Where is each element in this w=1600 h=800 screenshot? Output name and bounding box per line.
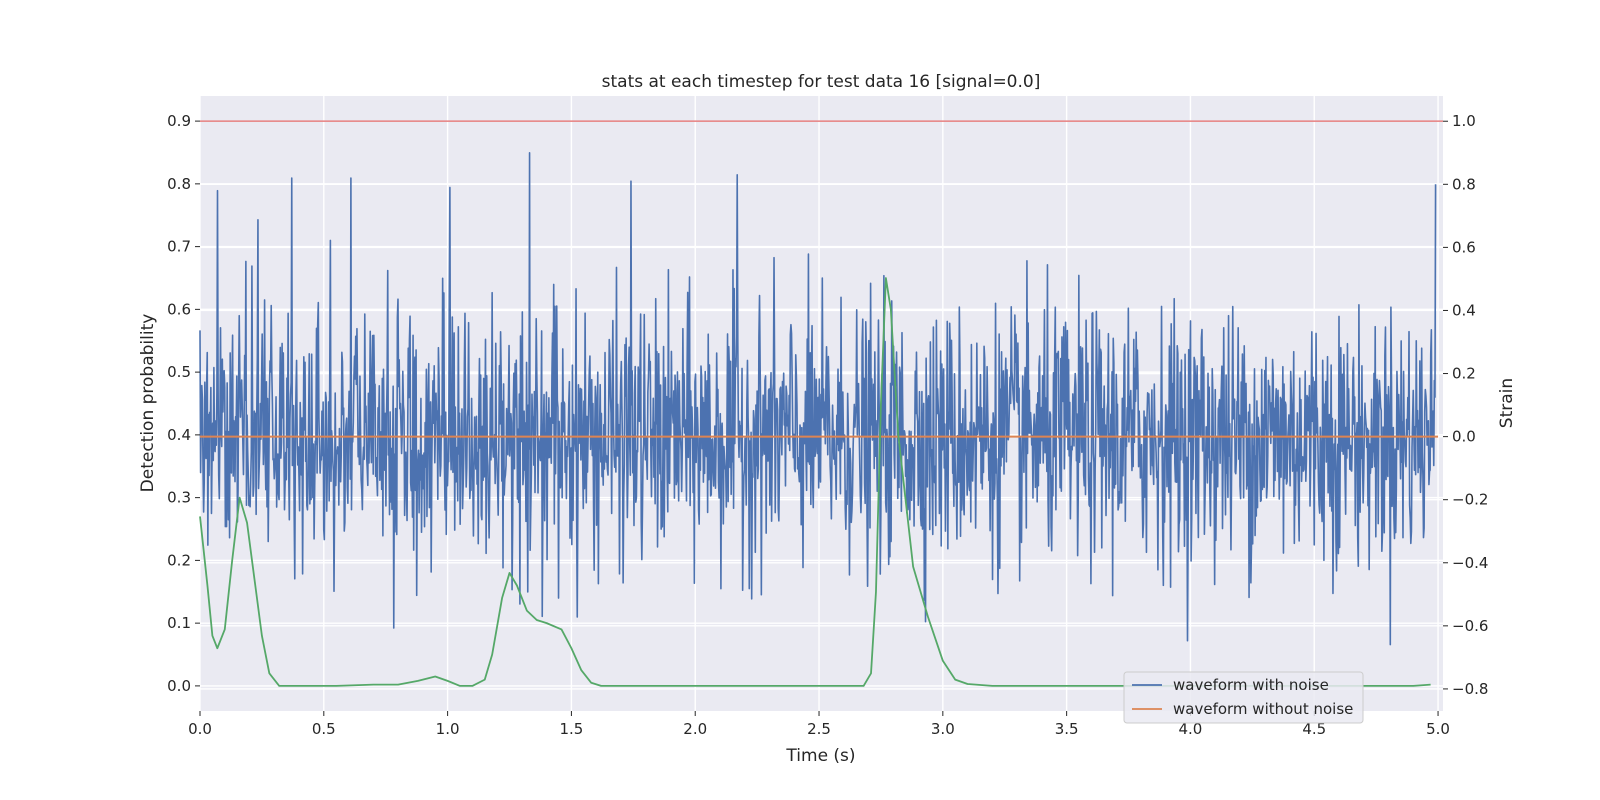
series-layer — [199, 120, 1443, 687]
x-tick-label: 0.5 — [312, 720, 336, 738]
y-left-tick-label: 0.0 — [167, 677, 191, 695]
y-right-tick-label: 0.6 — [1452, 238, 1476, 256]
y-right-tick-label: 0.2 — [1452, 365, 1476, 383]
y-right-tick-label: 0.4 — [1452, 301, 1476, 319]
x-tick-label: 2.5 — [807, 720, 831, 738]
y-axis-right-label: Strain — [1497, 378, 1517, 428]
x-tick-label: 5.0 — [1426, 720, 1450, 738]
y-left-tick-label: 0.5 — [167, 363, 191, 381]
x-axis-label: Time (s) — [785, 746, 855, 766]
y-right-tick-layer: 1.0 0.8 0.6 0.4 0.2 0.0 −0.2 −0.4 −0.6 −0.8 — [1443, 112, 1488, 698]
y-right-tick-label: 1.0 — [1452, 112, 1476, 130]
legend-box — [1123, 671, 1364, 724]
y-right-tick-label: −0.2 — [1452, 491, 1488, 509]
x-tick-layer: 0.0 0.5 1.0 1.5 2.0 2.5 3.0 3.5 4.0 4.5 5.0 — [188, 711, 1450, 738]
y-left-tick-label: 0.8 — [167, 175, 191, 193]
x-tick-label: 4.5 — [1302, 720, 1326, 738]
y-left-tick-label: 0.2 — [167, 551, 191, 569]
y-left-tick-label: 0.6 — [167, 300, 191, 318]
series-waveform-with-noise — [199, 151, 1437, 646]
x-tick-label: 1.5 — [559, 720, 583, 738]
y-right-tick-label: 0.8 — [1452, 175, 1476, 193]
x-tick-label: 3.0 — [931, 720, 955, 738]
y-left-tick-label: 0.9 — [167, 112, 191, 130]
legend-label-waveform-without-noise: waveform without noise — [1173, 700, 1353, 718]
y-right-tick-label: −0.8 — [1452, 680, 1488, 698]
chart-title: stats at each timestep for test data 16 … — [602, 72, 1041, 92]
legend-label-waveform-with-noise: waveform with noise — [1173, 676, 1329, 694]
y-left-tick-label: 0.7 — [167, 238, 191, 256]
y-left-tick-label: 0.4 — [167, 426, 191, 444]
series-detection-probability — [199, 277, 1431, 687]
y-left-tick-label: 0.1 — [167, 614, 191, 632]
x-tick-label: 3.5 — [1055, 720, 1079, 738]
y-right-tick-label: 0.0 — [1452, 428, 1476, 446]
x-tick-label: 4.0 — [1179, 720, 1203, 738]
y-right-tick-label: −0.4 — [1452, 554, 1488, 572]
x-tick-label: 2.0 — [683, 720, 707, 738]
y-left-tick-label: 0.3 — [167, 489, 191, 507]
legend: waveform with noise waveform without noi… — [1123, 671, 1364, 724]
y-left-tick-layer: 0.0 0.1 0.2 0.3 0.4 0.5 0.6 0.7 0.8 0.9 — [167, 112, 200, 695]
x-tick-label: 0.0 — [188, 720, 212, 738]
y-right-tick-label: −0.6 — [1452, 617, 1488, 635]
y-axis-left-label: Detection probability — [138, 314, 158, 493]
x-tick-label: 1.0 — [436, 720, 460, 738]
